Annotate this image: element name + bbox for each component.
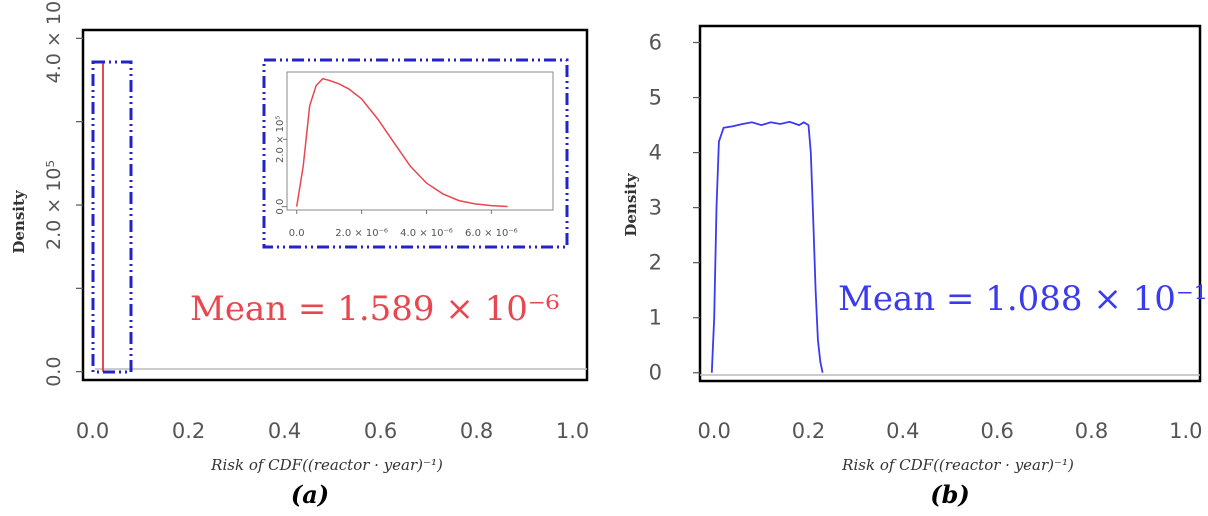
inset-x-tick-label: 0.0 [289, 228, 305, 239]
panel-a-x-tick-label: 1.0 [556, 419, 589, 443]
panel-a-y-axis: 0.0 2.0 × 10⁵ 4.0 × 10⁵ [43, 0, 83, 387]
panel-b-x-axis: 0.0 0.2 0.4 0.6 0.8 1.0 [697, 419, 1202, 443]
panel-b-x-axis-label: Risk of CDF((reactor · year)⁻¹) [841, 456, 1074, 474]
panel-a-x-tick-label: 0.2 [172, 419, 205, 443]
panel-a-mean-annotation: Mean = 1.589 × 10⁻⁶ [190, 289, 559, 329]
panel-b-y-axis-label: Density [622, 172, 640, 237]
inset-x-tick-label: 4.0 × 10⁻⁶ [400, 228, 453, 239]
panel-a: 0.0 2.0 × 10⁵ 4.0 × 10⁵ 0.0 0.2 0.4 0.6 0.8 1.0… [10, 0, 589, 509]
panel-b-x-tick-label: 1.0 [1169, 419, 1202, 443]
panel-b-mean-annotation: Mean = 1.088 × 10⁻¹ [838, 279, 1207, 319]
inset-x-tick-label: 6.0 × 10⁻⁶ [465, 228, 518, 239]
panel-b-x-tick-label: 0.8 [1075, 419, 1108, 443]
inset-y-tick-label: 2.0 × 10⁵ [275, 116, 286, 163]
panel-b-y-tick-label: 3 [649, 196, 662, 220]
panel-a-label: (a) [291, 480, 329, 509]
panel-a-x-tick-label: 0.0 [76, 419, 109, 443]
panel-a-y-tick-label: 0.0 [43, 357, 65, 387]
panel-a-x-axis-label: Risk of CDF((reactor · year)⁻¹) [210, 456, 443, 474]
panel-b-x-tick-label: 0.2 [792, 419, 825, 443]
inset-box [262, 58, 569, 249]
panel-b-density-line [710, 120, 824, 373]
panel-a-x-tick-label: 0.4 [268, 419, 301, 443]
panel-a-x-tick-label: 0.6 [364, 419, 397, 443]
panel-b-y-tick-label: 6 [649, 31, 662, 55]
panel-b-x-tick-label: 0.0 [697, 419, 730, 443]
panel-b-y-tick-label: 5 [649, 86, 662, 110]
panel-b-label: (b) [930, 480, 970, 509]
panel-b-series [710, 120, 824, 373]
panel-b-x-tick-label: 0.4 [886, 419, 919, 443]
panel-b-frame [698, 24, 1202, 383]
panel-a-y-tick-label: 4.0 × 10⁵ [43, 0, 65, 83]
panel-a-y-tick-label: 2.0 × 10⁵ [43, 160, 65, 250]
panel-a-y-axis-label: Density [10, 189, 28, 254]
inset-x-tick-label: 2.0 × 10⁻⁶ [335, 228, 388, 239]
inset-series [295, 77, 508, 208]
panel-b-x-tick-label: 0.6 [980, 419, 1013, 443]
panel-b-y-tick-label: 1 [649, 306, 662, 330]
panel-b: 0 1 2 3 4 5 6 0.0 0.2 0.4 0.6 0.8 1.0 Density Risk … [622, 24, 1207, 509]
inset-axes: 0.0 2.0 × 10⁻⁶ 4.0 × 10⁻⁶ 6.0 × 10⁻⁶ 0.0 2.0 … [275, 116, 518, 239]
panel-b-y-tick-label: 4 [649, 141, 662, 165]
inset-frame [286, 71, 554, 211]
inset-y-tick-label: 0.0 [275, 199, 286, 215]
panel-b-y-axis: 0 1 2 3 4 5 6 [649, 31, 700, 385]
panel-a-x-axis: 0.0 0.2 0.4 0.6 0.8 1.0 [76, 419, 589, 443]
panel-b-y-tick-label: 2 [649, 251, 662, 275]
inset-density-line [295, 77, 508, 208]
panel-a-highlight-box [91, 60, 133, 374]
panel-b-y-tick-label: 0 [649, 361, 662, 385]
panel-a-x-tick-label: 0.8 [460, 419, 493, 443]
